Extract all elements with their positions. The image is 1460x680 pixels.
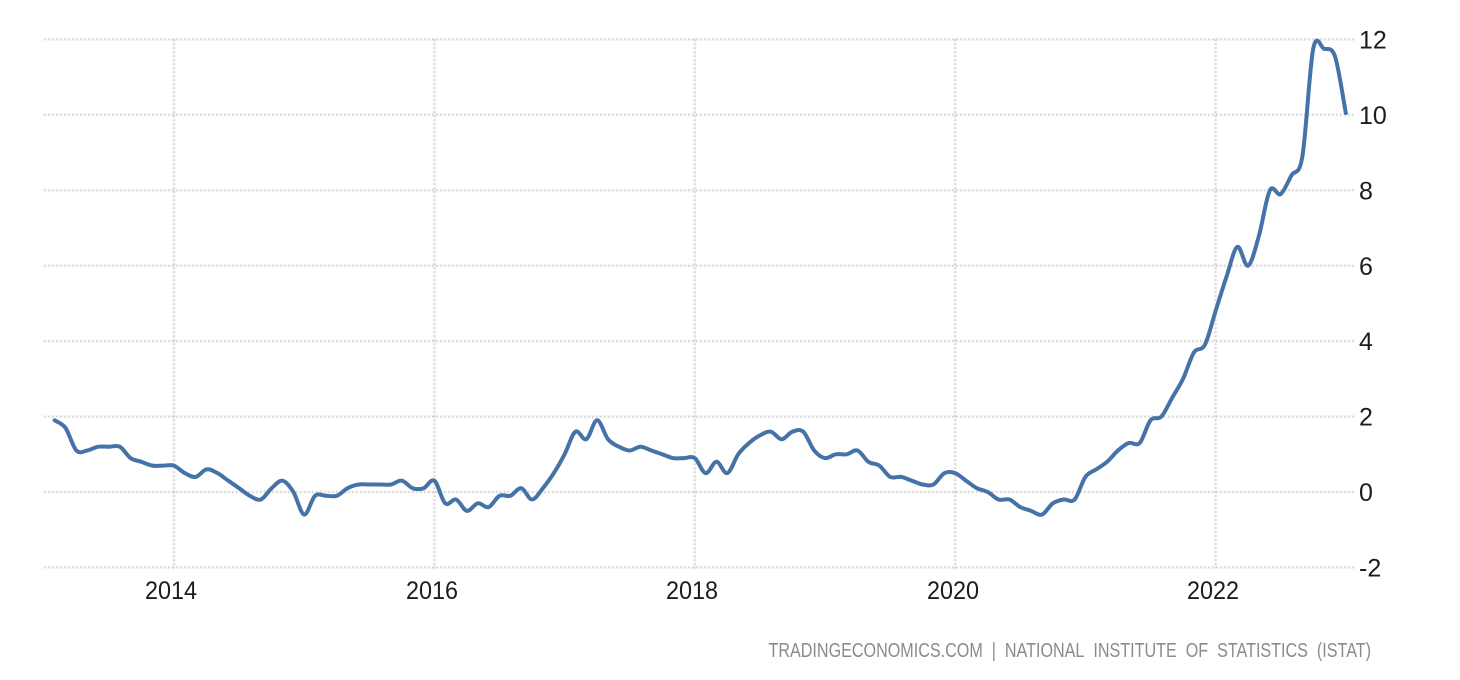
- svg-text:TRADINGECONOMICS.COM | NATIO: TRADINGECONOMICS.COM | NATIONAL INSTITUT…: [769, 640, 1372, 662]
- svg-text:6: 6: [1359, 253, 1373, 281]
- svg-text:2: 2: [1359, 404, 1373, 432]
- svg-text:2022: 2022: [1187, 577, 1239, 605]
- svg-text:0: 0: [1359, 479, 1373, 507]
- svg-text:12: 12: [1359, 27, 1387, 55]
- svg-text:8: 8: [1359, 177, 1373, 205]
- svg-text:2018: 2018: [666, 577, 718, 605]
- svg-text:2016: 2016: [406, 577, 458, 605]
- svg-text:2014: 2014: [145, 577, 197, 605]
- svg-text:-2: -2: [1359, 555, 1381, 583]
- svg-text:10: 10: [1359, 102, 1387, 130]
- svg-text:2020: 2020: [927, 577, 979, 605]
- svg-text:4: 4: [1359, 328, 1373, 356]
